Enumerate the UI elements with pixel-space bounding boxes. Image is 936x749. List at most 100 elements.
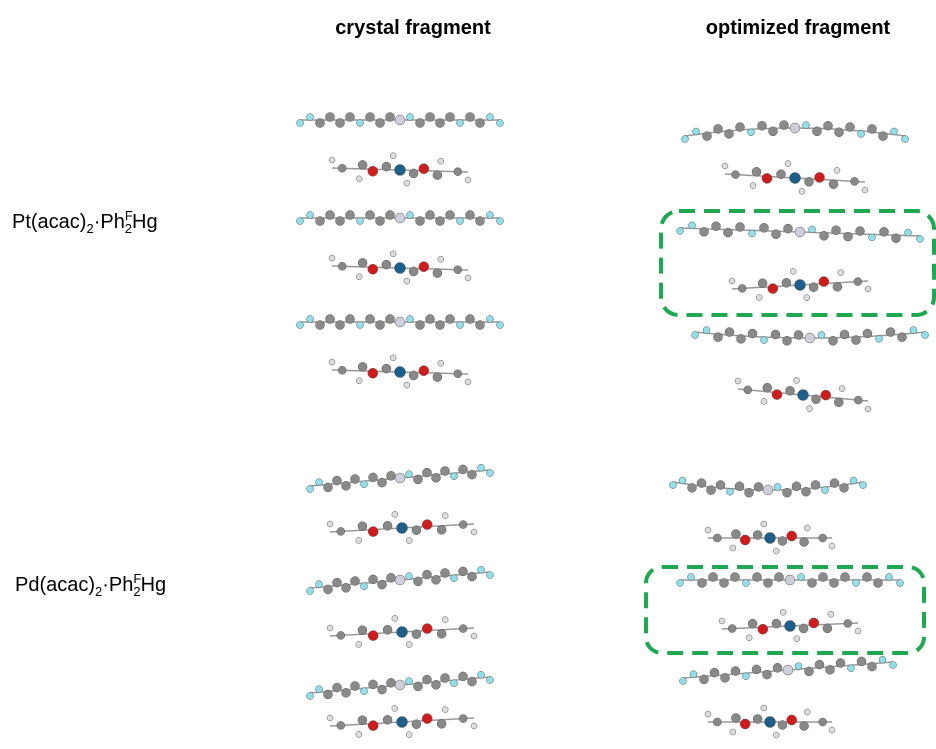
- atom: [826, 665, 835, 674]
- atom: [910, 327, 917, 334]
- acac-complex: [327, 615, 477, 647]
- atom: [677, 580, 684, 587]
- atom: [316, 479, 323, 486]
- atom: [886, 328, 895, 337]
- atom: [705, 711, 711, 717]
- atom: [855, 628, 861, 634]
- atom: [324, 483, 333, 492]
- label-part: Pt(acac): [12, 211, 86, 233]
- atom: [459, 672, 468, 681]
- atom: [703, 327, 710, 334]
- atom: [692, 332, 699, 339]
- atom: [852, 336, 861, 345]
- atom: [844, 619, 852, 627]
- acac-complex: [705, 521, 835, 554]
- atom: [724, 228, 733, 237]
- atom: [677, 228, 684, 235]
- atom: [740, 535, 750, 545]
- atom: [731, 667, 740, 676]
- atom: [476, 321, 485, 330]
- acac-complex: [329, 355, 471, 388]
- atom: [716, 481, 725, 490]
- atom: [437, 525, 446, 534]
- atom: [748, 619, 757, 628]
- atom: [338, 262, 346, 270]
- atom: [839, 386, 845, 392]
- atom: [812, 395, 821, 404]
- atom: [446, 113, 455, 122]
- atom: [815, 660, 824, 669]
- atom: [368, 527, 378, 537]
- atom: [743, 580, 750, 587]
- atom: [785, 161, 791, 167]
- atom: [713, 718, 721, 726]
- atom: [798, 574, 805, 581]
- atom: [689, 222, 696, 229]
- atom: [307, 486, 314, 493]
- atom: [774, 483, 781, 490]
- atom: [768, 284, 778, 294]
- atom: [497, 120, 504, 127]
- atom: [850, 477, 857, 484]
- atom: [466, 211, 475, 220]
- atom: [865, 286, 871, 292]
- atom: [705, 527, 711, 533]
- atom: [366, 315, 375, 324]
- atom: [693, 128, 700, 135]
- row-label: Pt(acac)2·PhF2Hg: [12, 208, 158, 236]
- atom: [712, 222, 721, 231]
- atom: [487, 114, 494, 121]
- atom: [869, 234, 876, 241]
- atom: [720, 579, 729, 588]
- atom: [836, 659, 845, 668]
- atom: [351, 682, 360, 691]
- atom: [497, 218, 504, 225]
- atom: [406, 732, 412, 738]
- atom: [808, 579, 817, 588]
- acac-complex: [327, 705, 477, 737]
- acac-complex: [729, 268, 871, 300]
- atom: [442, 707, 448, 713]
- atom: [324, 585, 333, 594]
- atom: [465, 177, 471, 183]
- atom: [700, 675, 709, 684]
- label-part: ·Ph: [102, 574, 133, 596]
- atom: [337, 721, 345, 729]
- atom: [772, 230, 781, 239]
- atom: [879, 656, 886, 663]
- atom: [471, 633, 477, 639]
- atom: [868, 124, 877, 133]
- atom: [387, 678, 396, 687]
- atom: [823, 624, 832, 633]
- atom: [356, 378, 362, 384]
- atom: [782, 278, 791, 287]
- molecules: [297, 113, 929, 739]
- atom: [454, 266, 462, 274]
- atom: [764, 579, 773, 588]
- atom: [802, 487, 811, 496]
- atom: [778, 721, 787, 730]
- atom: [775, 573, 784, 582]
- hg-ligand: [682, 121, 909, 143]
- atom: [736, 123, 745, 132]
- atom: [297, 322, 304, 329]
- atom: [713, 534, 721, 542]
- atom: [863, 573, 872, 582]
- atom: [792, 482, 801, 491]
- atom: [446, 315, 455, 324]
- atom: [487, 212, 494, 219]
- atom: [805, 667, 814, 676]
- atom: [395, 213, 405, 223]
- atom: [787, 715, 797, 725]
- atom: [818, 331, 825, 338]
- atom: [356, 641, 362, 647]
- atom: [834, 398, 843, 407]
- atom: [406, 471, 413, 478]
- atom: [710, 668, 719, 677]
- atom: [333, 476, 342, 485]
- atom: [366, 211, 375, 220]
- atom: [404, 180, 410, 186]
- atom: [804, 525, 810, 531]
- atom: [731, 530, 740, 539]
- atom: [329, 157, 335, 163]
